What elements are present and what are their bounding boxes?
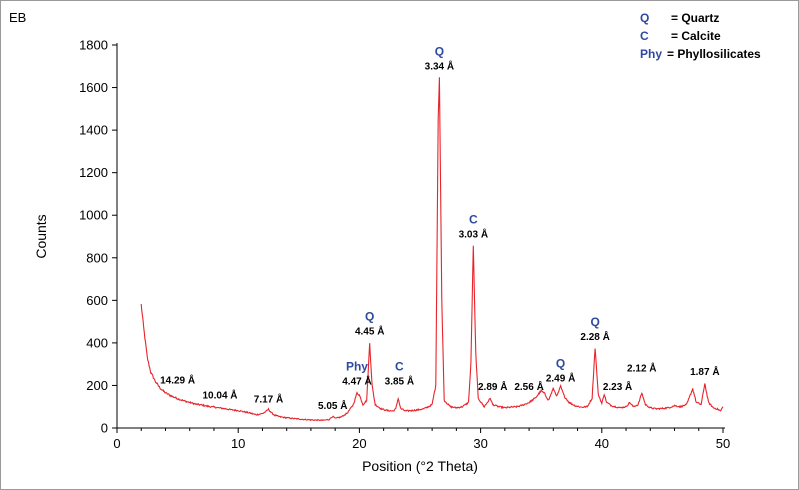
y-tick-label: 600 xyxy=(86,293,108,308)
peak-phase-label: C xyxy=(469,213,478,227)
legend-symbol: C xyxy=(640,29,649,43)
y-tick-label: 200 xyxy=(86,378,108,393)
peak-d-spacing-label: 1.87 Å xyxy=(690,365,719,378)
series-layer xyxy=(140,77,724,422)
y-axis-title: Counts xyxy=(33,214,49,258)
legend-text: = Quartz xyxy=(671,11,719,25)
sample-label: EB xyxy=(9,10,26,25)
peak-d-spacing-label: 2.12 Å xyxy=(627,362,656,375)
y-tick-label: 1200 xyxy=(79,165,108,180)
y-tick-label: 1800 xyxy=(79,38,108,53)
legend-symbol: Phy xyxy=(640,47,662,61)
peak-phase-label: Phy xyxy=(346,360,368,374)
peak-d-spacing-label: 2.56 Å xyxy=(514,380,543,393)
peak-d-spacing-label: 3.85 Å xyxy=(385,375,414,388)
peak-phase-label: Q xyxy=(590,315,599,329)
legend: Q = Quartz C = Calcite Phy = Phyllosilicates xyxy=(640,11,761,61)
x-tick-label: 50 xyxy=(716,436,730,451)
y-tick-label: 800 xyxy=(86,250,108,265)
series-line-0 xyxy=(140,77,724,422)
peak-d-spacing-label: 2.49 Å xyxy=(546,371,575,384)
peak-phase-label: Q xyxy=(365,310,374,324)
peak-d-spacing-label: 10.04 Å xyxy=(203,388,238,401)
peak-d-spacing-label: 2.89 Å xyxy=(478,380,507,393)
peak-d-spacing-label: 4.47 Å xyxy=(342,375,371,388)
legend-text: = Calcite xyxy=(671,29,721,43)
y-tick-label: 1400 xyxy=(79,123,108,138)
x-axis-title: Position (°2 Theta) xyxy=(362,458,478,474)
peak-d-spacing-label: 2.28 Å xyxy=(580,330,609,343)
peak-phase-label: Q xyxy=(556,356,565,370)
y-tick-label: 1600 xyxy=(79,80,108,95)
y-tick-label: 0 xyxy=(101,421,108,436)
x-tick-label: 30 xyxy=(473,436,487,451)
peak-d-spacing-label: 3.03 Å xyxy=(459,228,488,241)
x-tick-label: 20 xyxy=(352,436,366,451)
peak-phase-label: Q xyxy=(435,45,444,59)
y-tick-label: 1000 xyxy=(79,208,108,223)
x-tick-label: 40 xyxy=(595,436,609,451)
peak-d-spacing-label: 2.23 Å xyxy=(603,380,632,393)
axes: 0 200 400 600 800 1000 1200 1400 1600 1800 0 10 20 30… xyxy=(79,38,730,452)
x-tick-label: 0 xyxy=(113,436,120,451)
y-tick-label: 400 xyxy=(86,335,108,350)
legend-symbol: Q xyxy=(640,11,649,25)
peak-d-spacing-label: 3.34 Å xyxy=(425,60,454,73)
x-tick-label: 10 xyxy=(231,436,245,451)
peak-phase-label: C xyxy=(395,360,404,374)
peak-d-spacing-label: 4.45 Å xyxy=(355,325,384,338)
peak-d-spacing-label: 5.05 Å xyxy=(318,399,347,412)
peak-d-spacing-label: 14.29 Å xyxy=(160,373,195,386)
peak-d-spacing-label: 7.17 Å xyxy=(254,393,283,406)
legend-text: = Phyllosilicates xyxy=(667,47,761,61)
